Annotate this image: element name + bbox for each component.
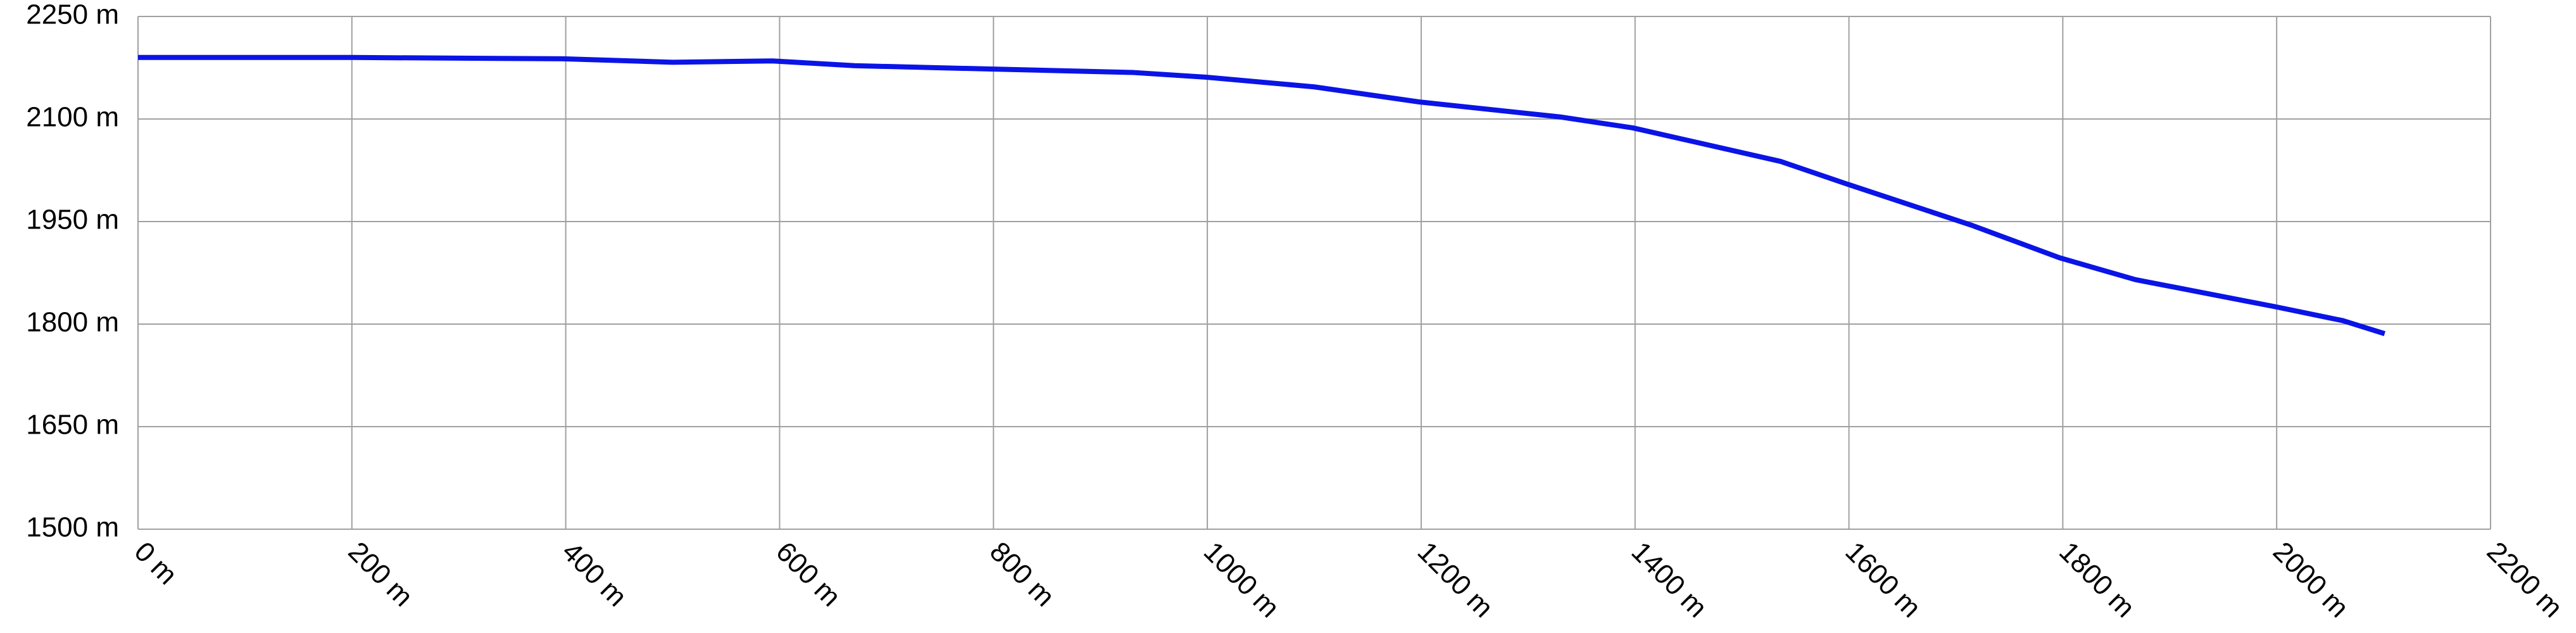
- x-tick-label: 0 m: [129, 536, 184, 591]
- x-tick-label: 800 m: [984, 536, 1060, 613]
- x-tick-label: 1600 m: [1839, 536, 1926, 624]
- x-tick-label: 2200 m: [2481, 536, 2568, 624]
- line-series: [138, 54, 2385, 336]
- x-tick-label: 1800 m: [2053, 536, 2140, 624]
- y-tick-label: 2250 m: [26, 0, 119, 30]
- x-tick-label: 1000 m: [1198, 536, 1285, 624]
- y-tick-label: 1500 m: [26, 512, 119, 543]
- y-tick-label: 2100 m: [26, 102, 119, 133]
- x-tick-label: 200 m: [342, 536, 419, 613]
- x-tick-label: 400 m: [556, 536, 632, 613]
- x-tick-label: 600 m: [770, 536, 846, 613]
- x-tick-label: 1200 m: [1412, 536, 1499, 624]
- y-tick-label: 1650 m: [26, 410, 119, 441]
- y-tick-label: 1950 m: [26, 204, 119, 235]
- x-tick-label: 2000 m: [2267, 536, 2354, 624]
- y-tick-label: 1800 m: [26, 307, 119, 338]
- x-tick-label: 1400 m: [1625, 536, 1712, 624]
